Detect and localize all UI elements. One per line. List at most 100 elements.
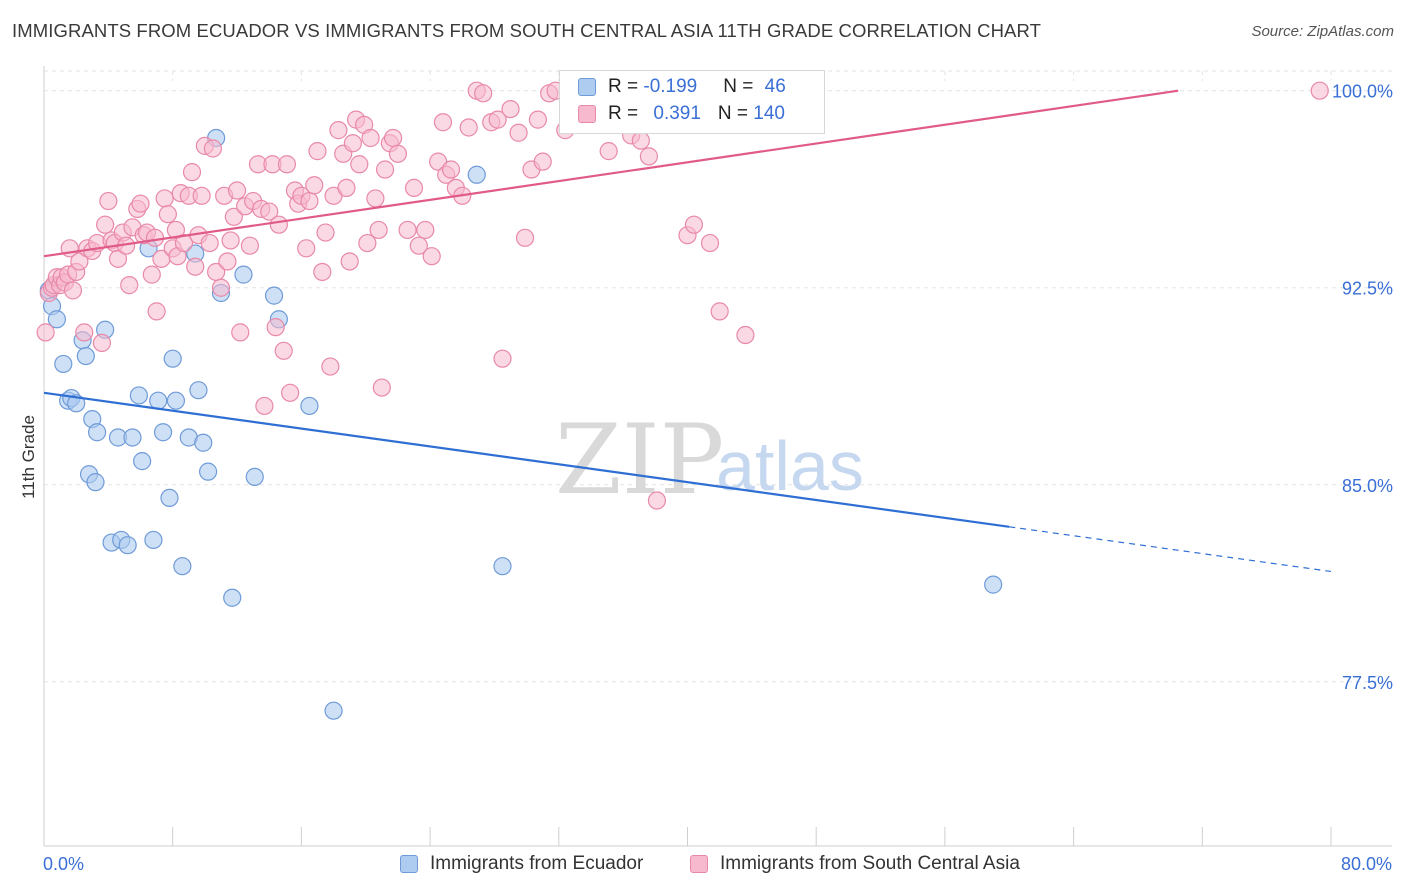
legend-n-value: 140 — [753, 103, 785, 124]
trend-line-south-central-asia — [43, 89, 1179, 258]
tick-labels: 0.0% 80.0% 100.0% 92.5% 85.0% 77.5% — [43, 82, 1393, 874]
data-point-ecuador — [86, 473, 105, 492]
data-point-south-central-asia — [305, 176, 324, 195]
data-point-ecuador — [163, 349, 182, 368]
data-point-south-central-asia — [297, 239, 316, 258]
data-point-south-central-asia — [398, 220, 417, 240]
data-point-ecuador — [129, 386, 149, 405]
bottom-legend-label-ecuador: Immigrants from Ecuador — [430, 853, 644, 874]
data-point-south-central-asia — [158, 205, 177, 224]
series-south-central-asia — [36, 81, 1329, 510]
data-point-ecuador — [123, 428, 142, 447]
data-point-south-central-asia — [493, 349, 512, 368]
data-point-ecuador — [144, 530, 163, 550]
data-point-south-central-asia — [221, 231, 240, 250]
data-point-ecuador — [133, 452, 152, 471]
data-point-south-central-asia — [509, 123, 528, 142]
data-point-ecuador — [54, 354, 73, 374]
data-point-south-central-asia — [639, 147, 658, 166]
data-point-south-central-asia — [218, 252, 237, 271]
data-point-south-central-asia — [416, 220, 435, 240]
data-point-south-central-asia — [281, 383, 300, 402]
data-point-ecuador — [189, 381, 208, 400]
data-point-south-central-asia — [599, 142, 618, 161]
gridlines — [43, 70, 1392, 683]
data-point-south-central-asia — [300, 191, 319, 211]
data-point-south-central-asia — [63, 281, 83, 300]
data-point-ecuador — [153, 423, 173, 442]
data-point-ecuador — [493, 557, 512, 576]
data-point-south-central-asia — [321, 357, 340, 376]
watermark-zip: ZIP — [555, 404, 724, 516]
legend-row-ecuador: R = -0.199 N = 46 — [578, 75, 786, 99]
data-point-south-central-asia — [240, 236, 260, 255]
data-point-south-central-asia — [224, 207, 243, 226]
data-point-ecuador — [47, 310, 66, 329]
data-point-south-central-asia — [174, 233, 194, 253]
data-point-south-central-asia — [404, 178, 424, 198]
trend-line-ecuador — [43, 391, 1010, 528]
data-point-ecuador — [300, 396, 319, 416]
data-point-south-central-asia — [515, 228, 535, 247]
data-point-south-central-asia — [120, 276, 139, 295]
data-point-south-central-asia — [474, 84, 493, 103]
data-point-south-central-asia — [329, 121, 348, 140]
data-point-ecuador — [234, 265, 253, 284]
data-point-south-central-asia — [647, 491, 667, 510]
data-point-south-central-asia — [316, 223, 335, 242]
data-point-south-central-asia — [501, 99, 520, 119]
data-point-south-central-asia — [92, 333, 112, 353]
y-tick-label: 77.5% — [1342, 673, 1393, 693]
data-point-south-central-asia — [340, 252, 359, 271]
data-point-south-central-asia — [108, 249, 128, 268]
data-point-south-central-asia — [255, 396, 274, 416]
data-point-south-central-asia — [358, 233, 377, 253]
axes — [43, 66, 1392, 847]
data-point-south-central-asia — [631, 131, 650, 150]
data-point-south-central-asia — [388, 144, 408, 163]
data-point-south-central-asia — [372, 378, 391, 397]
legend-box: R = -0.199 N = 46 R = 0.391 N = 140 — [559, 70, 825, 134]
data-point-ecuador — [173, 557, 192, 576]
data-point-south-central-asia — [277, 155, 297, 174]
bottom-legend-swatch-south-central-asia — [690, 855, 708, 873]
legend-r-value: -0.199 — [643, 76, 698, 97]
data-point-ecuador — [984, 575, 1003, 594]
data-point-south-central-asia — [441, 160, 461, 179]
data-point-south-central-asia — [155, 189, 174, 208]
watermark: ZIP atlas — [555, 404, 864, 516]
data-point-south-central-asia — [260, 202, 279, 221]
data-point-south-central-asia — [337, 178, 356, 198]
data-point-south-central-asia — [383, 128, 403, 148]
data-point-south-central-asia — [369, 220, 388, 240]
data-point-south-central-asia — [70, 252, 89, 271]
trend-lines — [43, 89, 1332, 573]
data-point-south-central-asia — [166, 220, 186, 240]
data-point-south-central-asia — [36, 323, 55, 342]
bottom-legend-swatch-ecuador — [400, 855, 418, 873]
data-point-ecuador — [264, 286, 284, 305]
data-point-south-central-asia — [361, 128, 380, 148]
data-point-south-central-asia — [350, 155, 369, 174]
data-point-south-central-asia — [182, 163, 202, 182]
data-point-ecuador — [223, 588, 242, 607]
data-point-south-central-asia — [366, 189, 385, 208]
data-point-south-central-asia — [266, 318, 285, 337]
data-point-south-central-asia — [203, 139, 223, 158]
chart-title: IMMIGRANTS FROM ECUADOR VS IMMIGRANTS FR… — [12, 20, 1041, 41]
x-tick-label-left: 0.0% — [43, 854, 84, 874]
data-point-south-central-asia — [274, 341, 293, 360]
y-tick-label: 92.5% — [1342, 279, 1393, 299]
data-point-south-central-asia — [308, 142, 327, 161]
data-point-south-central-asia — [459, 118, 478, 137]
data-point-south-central-asia — [1310, 81, 1329, 100]
data-point-ecuador — [118, 536, 137, 555]
legend-n-value: 46 — [764, 76, 786, 97]
trend-line-ecuador-extension — [1009, 526, 1332, 573]
watermark-atlas: atlas — [716, 427, 864, 505]
data-point-ecuador — [194, 433, 213, 452]
legend-r-value: 0.391 — [653, 103, 701, 124]
data-point-south-central-asia — [736, 325, 755, 345]
legend-n-label: N = — [717, 103, 754, 124]
